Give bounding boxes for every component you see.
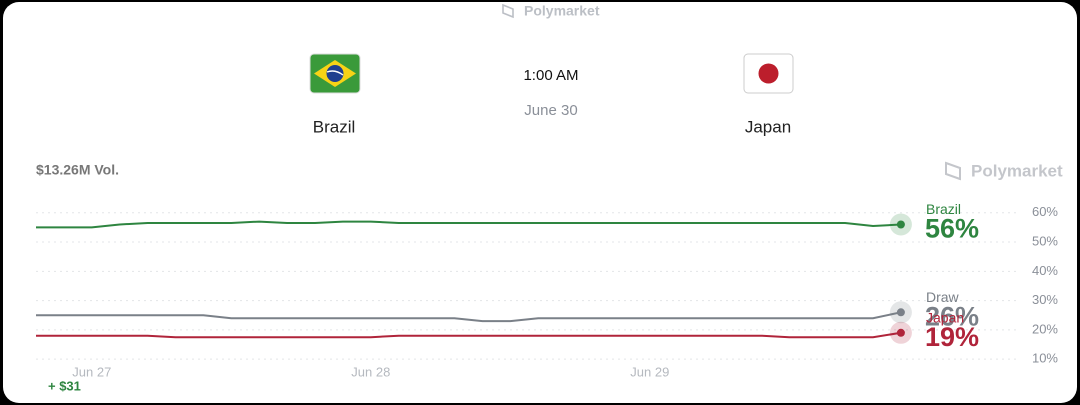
away-flag xyxy=(743,53,794,94)
end-value-label: 26% xyxy=(925,301,979,331)
x-tick-label: Jun 29 xyxy=(630,364,669,379)
top-brand: Polymarket xyxy=(502,3,600,19)
end-dot xyxy=(896,328,905,337)
home-flag xyxy=(309,53,361,94)
y-tick-label: 50% xyxy=(1032,233,1058,248)
y-tick-label: 10% xyxy=(1032,351,1058,366)
x-tick-label: Jun 27 xyxy=(72,364,111,379)
series-line xyxy=(36,220,901,229)
legend-name: Brazil xyxy=(926,201,961,217)
y-tick-label: 40% xyxy=(1032,263,1058,278)
watermark-text: Polymarket xyxy=(971,161,1063,180)
end-dot xyxy=(896,220,905,229)
end-value-label: 19% xyxy=(925,322,979,352)
end-dot xyxy=(896,308,905,317)
y-tick-label: 20% xyxy=(1032,321,1058,336)
watermark: Polymarket xyxy=(945,161,1063,180)
plot: 10% 20% 30% 40% 50% 60% Jun 27 Jun 28 Jun 29 Braz… xyxy=(36,201,1058,379)
brand-icon xyxy=(502,3,514,19)
series-line xyxy=(36,331,902,339)
legend-name: Draw xyxy=(926,289,960,305)
y-tick-label: 30% xyxy=(1032,292,1058,307)
end-value-label: 56% xyxy=(925,214,979,244)
brand-text: Polymarket xyxy=(524,3,600,19)
legend-name: Japan xyxy=(926,310,964,326)
match-date: June 30 xyxy=(524,102,577,119)
match-time: 1:00 AM xyxy=(523,67,578,84)
footer-gain: + $31 xyxy=(48,378,81,393)
series-line xyxy=(36,311,902,323)
home-team[interactable]: Brazil xyxy=(313,117,356,136)
volume: $13.26M Vol. xyxy=(36,162,119,178)
away-team[interactable]: Japan xyxy=(745,117,791,136)
y-tick-label: 60% xyxy=(1032,204,1058,219)
x-tick-label: Jun 28 xyxy=(351,364,390,379)
card xyxy=(3,2,1077,403)
